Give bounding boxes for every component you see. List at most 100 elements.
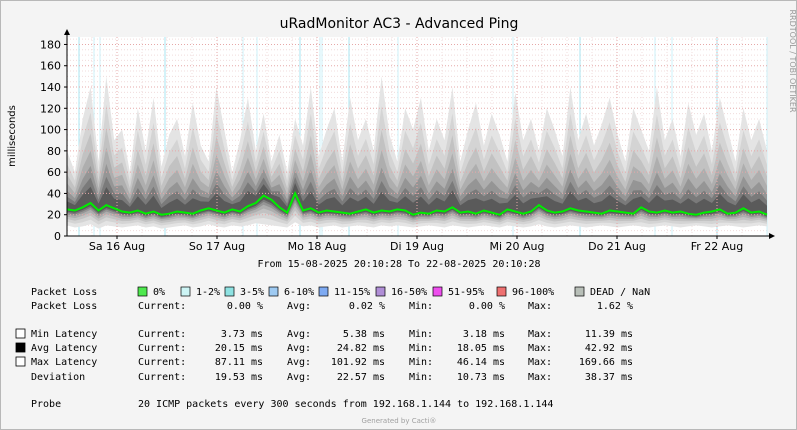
stats-value: 11.39 ms xyxy=(585,329,633,340)
y-tick-label: 80 xyxy=(47,145,61,158)
legend-bin-label: 6-10% xyxy=(284,287,314,298)
y-tick-label: 120 xyxy=(40,102,61,115)
footer-credit: Generated by Cacti® xyxy=(362,417,437,425)
stats-header: Avg: xyxy=(287,357,311,368)
legend-swatch xyxy=(224,286,235,297)
y-tick-label: 160 xyxy=(40,60,61,73)
legend-swatch xyxy=(375,286,386,297)
stats-value: 18.05 ms xyxy=(457,343,505,354)
stats-value: 42.92 ms xyxy=(585,343,633,354)
legend-swatch xyxy=(574,286,585,297)
stats-value: 0.00 % xyxy=(227,301,263,312)
stats-value: 0.02 % xyxy=(349,301,385,312)
avg-line-group xyxy=(66,190,768,216)
y-tick-label: 140 xyxy=(40,81,61,94)
x-tick-label: So 17 Aug xyxy=(189,240,245,253)
stats-value: 20.15 ms xyxy=(215,343,263,354)
legend-swatch xyxy=(496,286,507,297)
legend-packet-loss-label: Packet Loss xyxy=(31,287,97,298)
legend-swatch xyxy=(180,286,191,297)
legend-bin-label: 96-100% xyxy=(512,287,554,298)
stats-row-label: Min Latency xyxy=(31,329,97,340)
stats-header: Avg: xyxy=(287,343,311,354)
legend-bin-label: 0% xyxy=(153,287,165,298)
series-avg-latency-line xyxy=(66,190,768,216)
legend-swatch xyxy=(318,286,329,297)
legend-swatch xyxy=(137,286,148,297)
stats-header: Max: xyxy=(528,343,552,354)
x-axis: Sa 16 Aug So 17 Aug Mo 18 Aug Di 19 Aug Mi 2… xyxy=(67,233,775,253)
legend-bin-label: 16-50% xyxy=(391,287,427,298)
grid-major xyxy=(67,37,767,237)
legend-bin-label: 3-5% xyxy=(240,287,264,298)
stats-swatch xyxy=(15,356,26,367)
probe-text: 20 ICMP packets every 300 seconds from 1… xyxy=(138,399,553,410)
x-tick-label: Sa 16 Aug xyxy=(89,240,145,253)
stats-value: 101.92 ms xyxy=(331,357,385,368)
stats-header: Current: xyxy=(138,357,186,368)
x-axis-arrow xyxy=(769,233,775,239)
stats-value: 3.73 ms xyxy=(221,329,263,340)
legend-swatch xyxy=(268,286,279,297)
stats-header: Max: xyxy=(528,372,552,383)
stats-swatch xyxy=(15,328,26,339)
stats-header: Min: xyxy=(409,372,433,383)
legend-bin-label: DEAD / NaN xyxy=(590,287,650,298)
stats-header: Current: xyxy=(138,301,186,312)
legend-bin-label: 51-95% xyxy=(448,287,484,298)
y-tick-label: 60 xyxy=(47,166,61,179)
stats-value: 169.66 ms xyxy=(579,357,633,368)
legend-swatch xyxy=(432,286,443,297)
stats-header: Min: xyxy=(409,301,433,312)
stats-header: Avg: xyxy=(287,372,311,383)
stats-header: Min: xyxy=(409,357,433,368)
stats-value: 19.53 ms xyxy=(215,372,263,383)
stats-header: Avg: xyxy=(287,329,311,340)
y-axis-label: milliseconds xyxy=(7,105,18,167)
stats-header: Current: xyxy=(138,343,186,354)
stats-value: 0.00 % xyxy=(469,301,505,312)
y-tick-label: 180 xyxy=(40,38,61,51)
probe-label: Probe xyxy=(31,399,61,410)
stats-value: 24.82 ms xyxy=(337,343,385,354)
y-tick-label: 20 xyxy=(47,209,61,222)
legend-packet-loss: Packet Loss 0% 1-2% 3-5% 6-10% 11-15% 16-50% 51… xyxy=(31,286,650,298)
y-tick-label: 40 xyxy=(47,187,61,200)
stats-header: Max: xyxy=(528,357,552,368)
legend-bin-label: 1-2% xyxy=(196,287,220,298)
stats-header: Avg: xyxy=(287,301,311,312)
stats-table: Packet Loss Current: 0.00 % Avg: 0.02 % Min: 0… xyxy=(15,301,633,383)
stats-value: 1.62 % xyxy=(597,301,633,312)
y-axis-arrow xyxy=(64,29,70,35)
stats-row-label: Packet Loss xyxy=(31,301,97,312)
stats-value: 3.18 ms xyxy=(463,329,505,340)
x-tick-label: Mo 18 Aug xyxy=(288,240,347,253)
stats-header: Min: xyxy=(409,343,433,354)
stats-value: 5.38 ms xyxy=(343,329,385,340)
stats-header: Max: xyxy=(528,301,552,312)
x-tick-label: Fr 22 Aug xyxy=(691,240,744,253)
x-tick-label: Mi 20 Aug xyxy=(489,240,544,253)
stats-row-label: Avg Latency xyxy=(31,343,97,354)
rrdtool-credit: RRDTOOL / TOBI OETIKER xyxy=(788,9,796,112)
chart-title: uRadMonitor AC3 - Advanced Ping xyxy=(280,16,519,32)
stats-header: Current: xyxy=(138,329,186,340)
stats-row-label: Deviation xyxy=(31,372,85,383)
stats-row-label: Max Latency xyxy=(31,357,97,368)
y-tick-label: 100 xyxy=(40,124,61,137)
stats-value: 10.73 ms xyxy=(457,372,505,383)
stats-value: 46.14 ms xyxy=(457,357,505,368)
smoke-bands xyxy=(67,76,767,229)
stats-header: Current: xyxy=(138,372,186,383)
x-tick-label: Do 21 Aug xyxy=(588,240,646,253)
stats-swatch xyxy=(15,342,26,353)
y-tick-label: 0 xyxy=(54,230,61,243)
stats-value: 22.57 ms xyxy=(337,372,385,383)
y-axis: 0 20 40 60 80 100 120 140 160 180 xyxy=(40,29,70,243)
legend-bin-label: 11-15% xyxy=(334,287,370,298)
stats-header: Min: xyxy=(409,329,433,340)
date-range: From 15-08-2025 20:10:28 To 22-08-2025 2… xyxy=(258,259,541,270)
stats-value: 38.37 ms xyxy=(585,372,633,383)
